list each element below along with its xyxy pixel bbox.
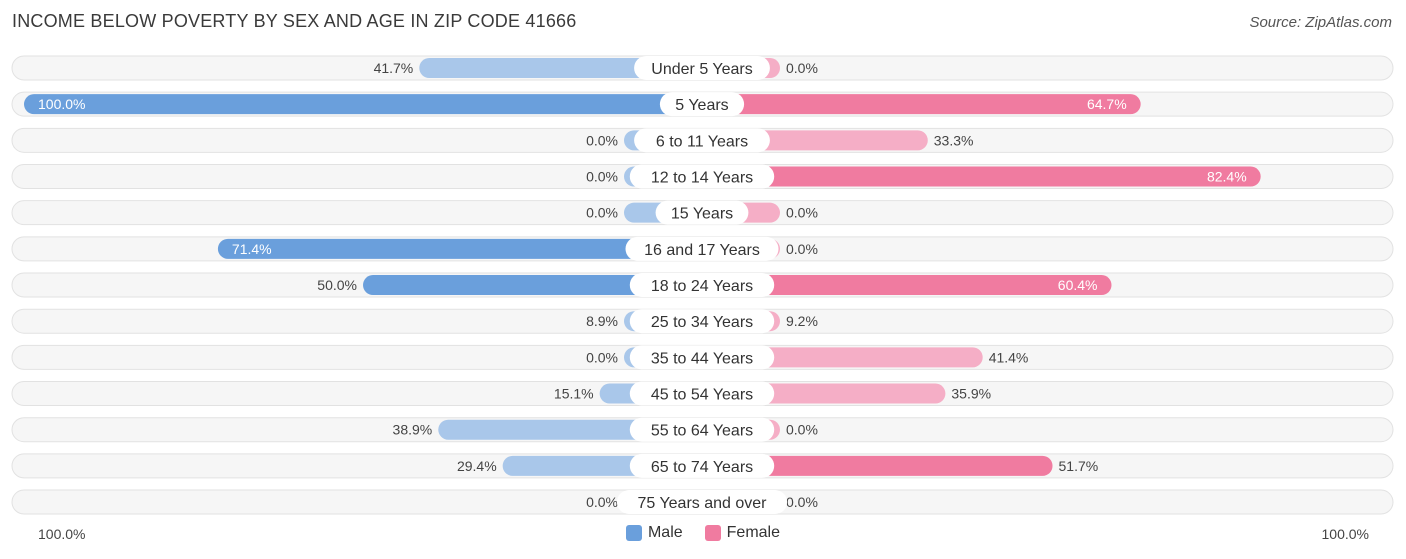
category-label: 55 to 64 Years [651,423,753,440]
bar-chart: 41.7% 0.0% Under 5 Years 100.0% 64.7% 5 Years… [11,55,1394,515]
male-value-label: 8.9% [586,313,618,329]
chart-title: INCOME BELOW POVERTY BY SEX AND AGE IN Z… [12,11,577,31]
male-bar [217,238,702,259]
male-value-label: 0.0% [586,349,618,365]
female-value-label: 60.4% [1058,277,1098,293]
male-bar [363,275,702,296]
male-value-label: 100.0% [38,96,85,112]
category-label: 18 to 24 Years [651,278,753,295]
female-value-label: 41.4% [989,349,1029,365]
male-value-label: 50.0% [317,277,357,293]
category-pill [629,273,775,298]
male-value-label: 0.0% [586,169,618,185]
female-value-label: 33.3% [934,132,974,148]
male-value-label: 0.0% [586,132,618,148]
female-swatch [704,525,721,541]
category-pill [634,128,770,153]
category-label: 65 to 74 Years [651,459,753,476]
male-value-label: 29.4% [457,458,497,474]
legend: Male Female [0,524,1406,542]
category-label: 15 Years [671,206,733,223]
category-label: 12 to 14 Years [651,170,753,187]
category-pill [616,490,788,515]
axis-left-label: 100.0% [38,526,86,542]
male-value-label: 0.0% [586,205,618,221]
male-value-label: 15.1% [554,386,594,402]
category-pill [629,309,775,334]
female-value-label: 64.7% [1087,96,1127,112]
male-value-label: 41.7% [374,60,414,76]
female-value-label: 0.0% [786,494,818,510]
category-pill [629,453,775,478]
category-label: 6 to 11 Years [656,133,748,150]
category-label: 25 to 34 Years [651,314,753,331]
category-pill [655,200,749,225]
male-bar [419,58,702,78]
male-swatch [625,525,642,541]
category-label: Under 5 Years [651,61,752,78]
category-pill [629,164,775,189]
axis-right-label: 100.0% [1321,526,1369,542]
female-value-label: 9.2% [786,313,818,329]
female-value-label: 35.9% [951,386,991,402]
source-label: Source: ZipAtlas.com [1249,14,1392,31]
category-label: 16 and 17 Years [644,242,760,259]
female-value-label: 0.0% [786,241,818,257]
female-value-label: 0.0% [786,60,818,76]
male-value-label: 38.9% [393,422,433,438]
legend-item-male[interactable]: Male [625,524,683,542]
category-label: 5 Years [675,97,728,114]
category-pill [629,417,775,442]
female-value-label: 0.0% [786,422,818,438]
category-label: 75 Years and over [638,495,768,512]
legend-label-female: Female [726,524,781,541]
category-pill [625,236,779,261]
category-pill [629,345,775,370]
female-bar [702,275,1112,296]
category-label: 45 to 54 Years [651,387,753,404]
female-value-label: 0.0% [786,205,818,221]
legend-label-male: Male [647,524,683,541]
female-value-label: 82.4% [1207,169,1247,185]
category-pill [634,56,770,80]
male-value-label: 0.0% [586,494,618,510]
category-pill [659,92,745,117]
female-bar [702,166,1261,187]
female-bar [702,94,1141,115]
category-pill [629,381,775,406]
female-bar [702,455,1053,476]
category-label: 35 to 44 Years [651,350,753,367]
male-bar [24,94,702,115]
male-value-label: 71.4% [232,241,272,257]
legend-item-female[interactable]: Female [704,524,781,542]
female-value-label: 51.7% [1059,458,1099,474]
